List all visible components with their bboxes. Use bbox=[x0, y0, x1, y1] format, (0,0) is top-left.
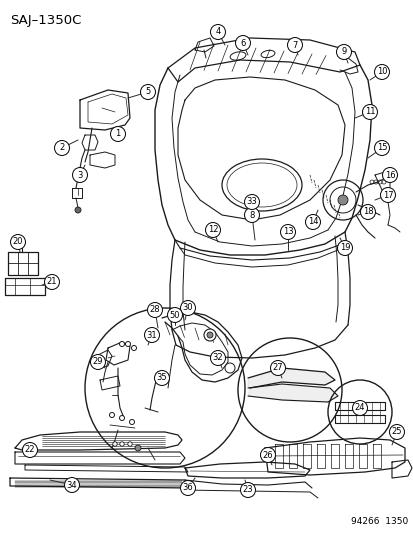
Circle shape bbox=[154, 370, 169, 385]
Circle shape bbox=[128, 442, 132, 446]
Circle shape bbox=[280, 224, 295, 239]
Text: 15: 15 bbox=[376, 143, 386, 152]
Text: 8: 8 bbox=[249, 211, 254, 220]
Circle shape bbox=[180, 301, 195, 316]
Polygon shape bbox=[247, 368, 337, 402]
Circle shape bbox=[135, 445, 141, 451]
Circle shape bbox=[90, 354, 105, 369]
Circle shape bbox=[147, 303, 162, 318]
Circle shape bbox=[144, 327, 159, 343]
Circle shape bbox=[260, 448, 275, 463]
Circle shape bbox=[210, 351, 225, 366]
Circle shape bbox=[119, 342, 124, 346]
Circle shape bbox=[305, 214, 320, 230]
Circle shape bbox=[140, 85, 155, 100]
Text: 34: 34 bbox=[66, 481, 77, 489]
Circle shape bbox=[119, 442, 124, 446]
Text: 26: 26 bbox=[262, 450, 273, 459]
Circle shape bbox=[131, 345, 136, 351]
Text: 20: 20 bbox=[13, 238, 23, 246]
Circle shape bbox=[75, 207, 81, 213]
Circle shape bbox=[374, 141, 389, 156]
Text: 29: 29 bbox=[93, 358, 103, 367]
Circle shape bbox=[270, 360, 285, 376]
Text: 9: 9 bbox=[341, 47, 346, 56]
Circle shape bbox=[351, 400, 367, 416]
Text: 5: 5 bbox=[145, 87, 150, 96]
Circle shape bbox=[44, 274, 59, 289]
Text: SAJ–1350C: SAJ–1350C bbox=[10, 14, 81, 27]
Circle shape bbox=[380, 188, 394, 203]
Text: 94266  1350: 94266 1350 bbox=[350, 517, 407, 526]
Circle shape bbox=[336, 44, 351, 60]
Circle shape bbox=[22, 442, 38, 457]
Text: 32: 32 bbox=[212, 353, 223, 362]
Text: 22: 22 bbox=[25, 446, 35, 455]
Circle shape bbox=[110, 126, 125, 141]
Circle shape bbox=[287, 37, 302, 52]
Circle shape bbox=[64, 478, 79, 492]
Text: 4: 4 bbox=[215, 28, 220, 36]
Circle shape bbox=[210, 25, 225, 39]
Text: 30: 30 bbox=[182, 303, 193, 312]
Text: 11: 11 bbox=[364, 108, 374, 117]
Text: 35: 35 bbox=[156, 374, 167, 383]
Circle shape bbox=[244, 207, 259, 222]
Text: 27: 27 bbox=[272, 364, 282, 373]
Text: 6: 6 bbox=[240, 38, 245, 47]
Circle shape bbox=[109, 413, 114, 417]
Circle shape bbox=[240, 482, 255, 497]
Circle shape bbox=[374, 64, 389, 79]
Circle shape bbox=[382, 167, 396, 182]
Circle shape bbox=[205, 222, 220, 238]
Circle shape bbox=[360, 205, 375, 220]
Circle shape bbox=[167, 308, 182, 322]
Circle shape bbox=[204, 329, 216, 341]
Circle shape bbox=[55, 141, 69, 156]
Text: 13: 13 bbox=[282, 228, 292, 237]
Circle shape bbox=[337, 195, 347, 205]
Circle shape bbox=[112, 442, 117, 446]
Circle shape bbox=[337, 240, 351, 255]
Text: 17: 17 bbox=[382, 190, 392, 199]
Circle shape bbox=[362, 104, 377, 119]
Text: 16: 16 bbox=[384, 171, 394, 180]
Text: 3: 3 bbox=[77, 171, 83, 180]
Text: 10: 10 bbox=[376, 68, 386, 77]
Text: 2: 2 bbox=[59, 143, 64, 152]
Circle shape bbox=[235, 36, 250, 51]
Text: 25: 25 bbox=[391, 427, 401, 437]
Circle shape bbox=[206, 332, 212, 338]
Text: 12: 12 bbox=[207, 225, 218, 235]
Text: 14: 14 bbox=[307, 217, 318, 227]
Text: 1: 1 bbox=[115, 130, 120, 139]
Text: 19: 19 bbox=[339, 244, 349, 253]
Circle shape bbox=[125, 342, 130, 346]
Text: 50: 50 bbox=[169, 311, 180, 319]
Text: 36: 36 bbox=[182, 483, 193, 492]
Text: 24: 24 bbox=[354, 403, 364, 413]
Circle shape bbox=[119, 416, 124, 421]
Circle shape bbox=[129, 419, 134, 424]
Text: 7: 7 bbox=[292, 41, 297, 50]
Circle shape bbox=[180, 481, 195, 496]
Circle shape bbox=[72, 167, 87, 182]
Circle shape bbox=[389, 424, 404, 440]
Circle shape bbox=[10, 235, 26, 249]
Text: 23: 23 bbox=[242, 486, 253, 495]
Text: 31: 31 bbox=[146, 330, 157, 340]
Circle shape bbox=[19, 240, 25, 246]
Text: 21: 21 bbox=[47, 278, 57, 287]
Text: 28: 28 bbox=[150, 305, 160, 314]
Circle shape bbox=[244, 195, 259, 209]
Circle shape bbox=[224, 363, 235, 373]
Text: 18: 18 bbox=[362, 207, 373, 216]
Text: 33: 33 bbox=[246, 198, 257, 206]
